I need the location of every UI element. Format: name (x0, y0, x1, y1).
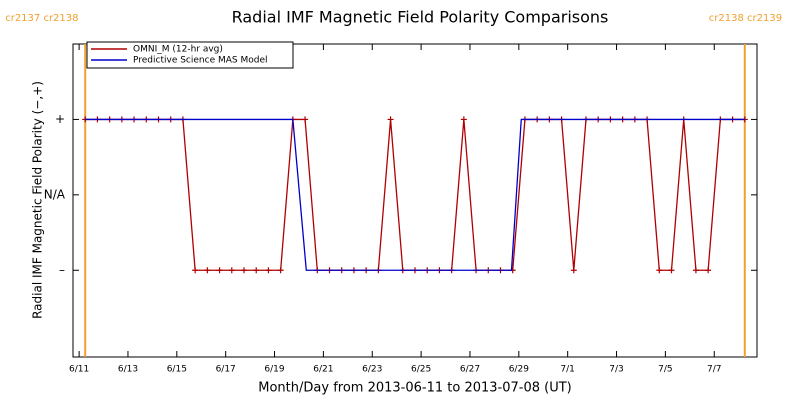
point-marker (302, 116, 309, 123)
x-tick-label: 6/23 (362, 365, 382, 375)
x-tick-label: 7/1 (560, 365, 574, 375)
point-marker (705, 267, 712, 274)
x-tick-label: 6/25 (411, 365, 431, 375)
x-tick-label: 6/27 (460, 365, 480, 375)
x-tick-label: 6/19 (264, 365, 284, 375)
point-marker (192, 267, 199, 274)
x-tick-label: 6/15 (167, 365, 187, 375)
x-tick-label: 7/7 (707, 365, 721, 375)
point-marker (265, 267, 272, 274)
point-marker (228, 267, 235, 274)
x-tick-label: 7/5 (658, 365, 672, 375)
point-marker (241, 267, 247, 274)
x-tick-label: 6/29 (509, 365, 529, 375)
x-tick-label: 6/11 (69, 365, 89, 375)
y-axis-label: Radial IMF Magnetic Field Polarity (−,+) (31, 81, 45, 319)
point-marker (387, 116, 394, 123)
x-tick-label: 7/3 (609, 365, 623, 375)
point-marker (656, 267, 663, 274)
legend-box (86, 41, 294, 69)
series-line (85, 118, 745, 271)
point-marker (668, 267, 675, 274)
point-marker (692, 267, 699, 274)
chart-title: Radial IMF Magnetic Field Polarity Compa… (232, 8, 609, 27)
legend-label: Predictive Science MAS Model (133, 56, 268, 66)
rotation-label: cr2138 cr2139 (709, 13, 782, 24)
point-marker (277, 267, 284, 274)
point-marker (216, 267, 223, 274)
y-tick-label: N/A (44, 187, 66, 201)
x-axis-label: Month/Day from 2013-06-11 to 2013-07-08 … (258, 381, 571, 396)
x-tick-label: 6/17 (216, 365, 236, 375)
x-tick-label: 6/21 (313, 365, 333, 375)
point-marker (204, 267, 211, 274)
plot-frame (72, 43, 758, 358)
rotation-label: cr2137 cr2138 (5, 13, 78, 24)
x-tick-label: 6/13 (118, 365, 138, 375)
point-marker (253, 267, 260, 274)
legend-label: OMNI_M (12-hr avg) (133, 45, 223, 55)
point-marker (460, 116, 467, 123)
y-tick-label: + (55, 112, 65, 126)
point-marker (570, 267, 577, 274)
y-tick-label: – (59, 263, 65, 277)
